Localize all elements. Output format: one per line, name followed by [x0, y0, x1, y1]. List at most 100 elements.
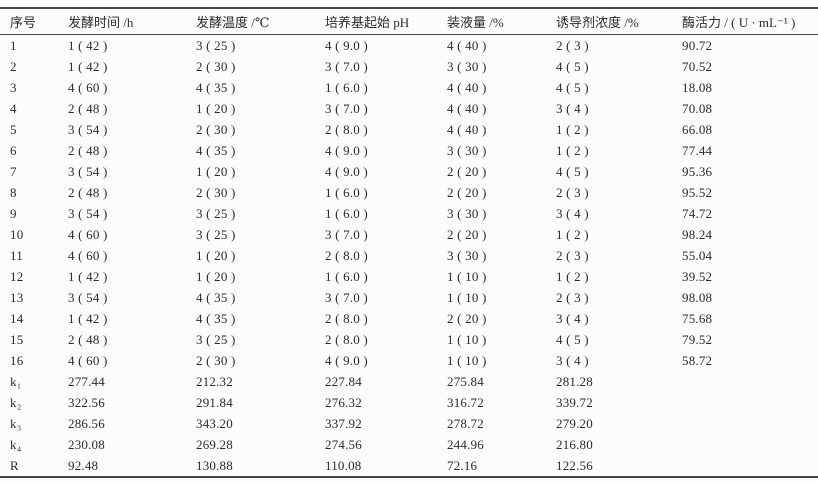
- table-cell: 4 ( 35 ): [196, 79, 236, 95]
- table-cell: 3 ( 25 ): [196, 205, 236, 221]
- table-cell: 2 ( 30 ): [196, 352, 236, 368]
- table-cell: 343.20: [196, 415, 233, 431]
- table-cell: 3 ( 25 ): [196, 37, 236, 53]
- table-cell: 66.08: [682, 121, 713, 137]
- table-cell: 90.72: [682, 37, 713, 53]
- table-row: 13 3 ( 54 ) 4 ( 35 ) 3 ( 7.0 ) 1 ( 10 ) 2 ( 3…: [0, 287, 818, 308]
- table-cell: 227.84: [325, 373, 362, 389]
- table-cell: 4 ( 40 ): [447, 121, 487, 137]
- table-cell: [672, 392, 818, 413]
- stat-row: k₁ 277.44 212.32 227.84 275.84 281.28: [0, 371, 818, 392]
- table-cell: 3 ( 25 ): [196, 226, 236, 242]
- row-label-cell: 4: [10, 100, 17, 116]
- row-label-cell: k₄: [10, 436, 22, 452]
- table-cell: 3 ( 7.0 ): [325, 100, 368, 116]
- table-cell: 1 ( 20 ): [196, 100, 236, 116]
- table-cell: 3 ( 30 ): [447, 247, 487, 263]
- table-cell: [672, 413, 818, 434]
- table-cell: 2 ( 48 ): [68, 142, 108, 158]
- row-label-cell: 9: [10, 205, 17, 221]
- table-cell: 276.32: [325, 394, 362, 410]
- row-label-cell: 2: [10, 58, 17, 74]
- table-cell: 1 ( 42 ): [68, 310, 108, 326]
- table-cell: 3 ( 54 ): [68, 289, 108, 305]
- table-cell: 4 ( 5 ): [556, 331, 589, 347]
- table-cell: 4 ( 9.0 ): [325, 163, 368, 179]
- row-label-cell: 16: [10, 352, 24, 368]
- table-row: 16 4 ( 60 ) 2 ( 30 ) 4 ( 9.0 ) 1 ( 10 ) 3 ( 4…: [0, 350, 818, 371]
- row-label-cell: 5: [10, 121, 17, 137]
- table-cell: 212.32: [196, 373, 233, 389]
- table-cell: 4 ( 60 ): [68, 79, 108, 95]
- table-cell: 286.56: [68, 415, 105, 431]
- table-row: 3 4 ( 60 ) 4 ( 35 ) 1 ( 6.0 ) 4 ( 40 ) 4 ( 5 …: [0, 77, 818, 98]
- table-cell: 92.48: [68, 457, 99, 473]
- table-cell: 3 ( 30 ): [447, 58, 487, 74]
- table-cell: 1 ( 6.0 ): [325, 268, 368, 284]
- row-label-cell: R: [10, 457, 19, 473]
- table-cell: 4 ( 5 ): [556, 79, 589, 95]
- table-cell: 95.52: [682, 184, 713, 200]
- table-cell: 3 ( 7.0 ): [325, 289, 368, 305]
- table-cell: 18.08: [682, 79, 713, 95]
- row-label-cell: 15: [10, 331, 24, 347]
- table-cell: 4 ( 40 ): [447, 37, 487, 53]
- table-cell: 230.08: [68, 436, 105, 452]
- table-cell: 3 ( 54 ): [68, 205, 108, 221]
- table-cell: 1 ( 2 ): [556, 121, 589, 137]
- table-cell: 1 ( 10 ): [447, 268, 487, 284]
- table-cell: 3 ( 4 ): [556, 352, 589, 368]
- column-header-fermentation-time: 发酵时间 /h: [58, 8, 186, 35]
- row-label-cell: 13: [10, 289, 24, 305]
- table-cell: 1 ( 6.0 ): [325, 205, 368, 221]
- table-cell: 1 ( 42 ): [68, 268, 108, 284]
- table-cell: 278.72: [447, 415, 484, 431]
- table-cell: 2 ( 3 ): [556, 247, 589, 263]
- table-cell: 2 ( 20 ): [447, 184, 487, 200]
- table-cell: 1 ( 20 ): [196, 247, 236, 263]
- table-cell: 2 ( 48 ): [68, 184, 108, 200]
- table-cell: 2 ( 20 ): [447, 226, 487, 242]
- table-row: 4 2 ( 48 ) 1 ( 20 ) 3 ( 7.0 ) 4 ( 40 ) 3 ( 4 …: [0, 98, 818, 119]
- column-header-inducer-concentration: 诱导剂浓度 /%: [546, 8, 672, 35]
- table-cell: 2 ( 30 ): [196, 121, 236, 137]
- header-row: 序号 发酵时间 /h 发酵温度 /℃ 培养基起始 pH 装液量 /% 诱导剂浓度…: [0, 8, 818, 35]
- table-cell: 2 ( 3 ): [556, 184, 589, 200]
- stat-row: k₂ 322.56 291.84 276.32 316.72 339.72: [0, 392, 818, 413]
- table-cell: 4 ( 9.0 ): [325, 37, 368, 53]
- row-label-cell: 14: [10, 310, 24, 326]
- table-cell: 1 ( 2 ): [556, 142, 589, 158]
- table-cell: 1 ( 10 ): [447, 289, 487, 305]
- table-cell: 4 ( 60 ): [68, 352, 108, 368]
- table-row: 2 1 ( 42 ) 2 ( 30 ) 3 ( 7.0 ) 3 ( 30 ) 4 ( 5 …: [0, 56, 818, 77]
- table-row: 1 1 ( 42 ) 3 ( 25 ) 4 ( 9.0 ) 4 ( 40 ) 2 ( 3 …: [0, 35, 818, 57]
- table-cell: 337.92: [325, 415, 362, 431]
- table-cell: 1 ( 42 ): [68, 37, 108, 53]
- table-cell: 3 ( 4 ): [556, 205, 589, 221]
- table-cell: 3 ( 7.0 ): [325, 58, 368, 74]
- table-cell: 4 ( 35 ): [196, 142, 236, 158]
- table-row: 7 3 ( 54 ) 1 ( 20 ) 4 ( 9.0 ) 2 ( 20 ) 4 ( 5 …: [0, 161, 818, 182]
- table-cell: 4 ( 5 ): [556, 58, 589, 74]
- table-cell: 2 ( 30 ): [196, 184, 236, 200]
- table-cell: 4 ( 9.0 ): [325, 142, 368, 158]
- table-cell: 1 ( 6.0 ): [325, 79, 368, 95]
- table-cell: 1 ( 42 ): [68, 58, 108, 74]
- table-row: 15 2 ( 48 ) 3 ( 25 ) 2 ( 8.0 ) 1 ( 10 ) 4 ( 5…: [0, 329, 818, 350]
- table-cell: 1 ( 20 ): [196, 268, 236, 284]
- table-cell: 3 ( 54 ): [68, 121, 108, 137]
- row-label-cell: 7: [10, 163, 17, 179]
- table-cell: 72.16: [447, 457, 478, 473]
- table-cell: 1 ( 2 ): [556, 268, 589, 284]
- table-cell: 2 ( 3 ): [556, 289, 589, 305]
- row-label-cell: 10: [10, 226, 24, 242]
- table-cell: 4 ( 60 ): [68, 226, 108, 242]
- row-label-cell: 12: [10, 268, 24, 284]
- table-cell: 4 ( 9.0 ): [325, 352, 368, 368]
- row-label-cell: k₃: [10, 415, 22, 431]
- table-cell: 58.72: [682, 352, 713, 368]
- table-cell: 75.68: [682, 310, 713, 326]
- table-cell: 3 ( 30 ): [447, 142, 487, 158]
- table-cell: 98.08: [682, 289, 713, 305]
- table-cell: [672, 455, 818, 477]
